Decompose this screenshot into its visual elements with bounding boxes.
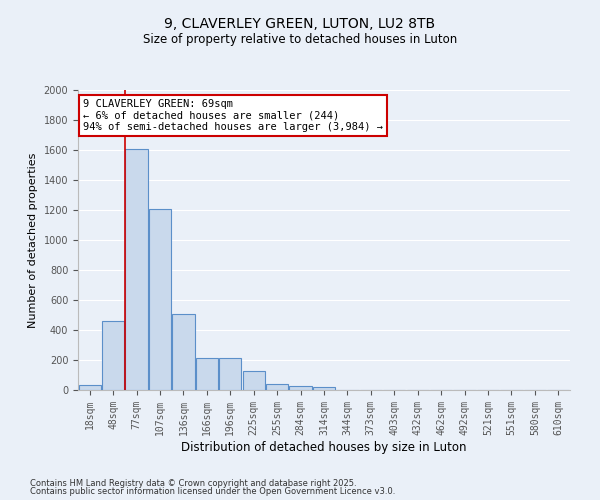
Text: 9, CLAVERLEY GREEN, LUTON, LU2 8TB: 9, CLAVERLEY GREEN, LUTON, LU2 8TB	[164, 18, 436, 32]
Bar	[172, 314, 194, 390]
Y-axis label: Number of detached properties: Number of detached properties	[28, 152, 38, 328]
Bar	[266, 384, 288, 390]
Text: Contains public sector information licensed under the Open Government Licence v3: Contains public sector information licen…	[30, 487, 395, 496]
Bar	[196, 358, 218, 390]
Bar	[242, 371, 265, 390]
Bar	[79, 385, 101, 390]
X-axis label: Distribution of detached houses by size in Luton: Distribution of detached houses by size …	[181, 440, 467, 454]
Bar	[313, 388, 335, 390]
Bar	[125, 148, 148, 390]
Bar	[102, 321, 124, 390]
Text: Contains HM Land Registry data © Crown copyright and database right 2025.: Contains HM Land Registry data © Crown c…	[30, 478, 356, 488]
Bar	[289, 386, 312, 390]
Bar	[149, 208, 171, 390]
Text: 9 CLAVERLEY GREEN: 69sqm
← 6% of detached houses are smaller (244)
94% of semi-d: 9 CLAVERLEY GREEN: 69sqm ← 6% of detache…	[83, 99, 383, 132]
Bar	[219, 358, 241, 390]
Text: Size of property relative to detached houses in Luton: Size of property relative to detached ho…	[143, 32, 457, 46]
